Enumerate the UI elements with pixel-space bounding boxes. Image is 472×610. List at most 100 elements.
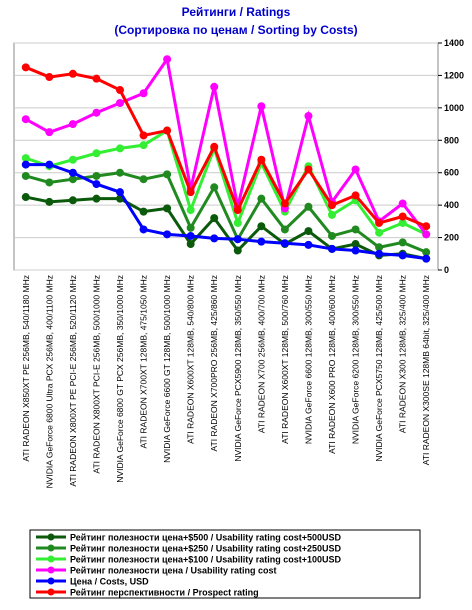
point xyxy=(68,155,77,164)
point xyxy=(68,168,77,177)
point xyxy=(304,202,313,211)
x-tick-label: ATI RADEON X300 128MB, 325/400 MHz xyxy=(398,275,408,433)
point xyxy=(233,235,242,244)
x-tick-label: NVIDIA GeForce 6600 GT 128MB, 500/1000 M… xyxy=(162,275,172,463)
x-tick-label: ATI RADEON X800XT PE PCI-E 256MB, 520/11… xyxy=(68,275,78,487)
legend-label: Рейтинг полезности цена+$250 / Usability… xyxy=(70,544,342,554)
point xyxy=(21,63,30,72)
point xyxy=(304,165,313,174)
legend-label: Рейтинг полезности цена+$500 / Usability… xyxy=(70,533,342,543)
point xyxy=(351,246,360,255)
point xyxy=(328,244,336,253)
point xyxy=(351,165,360,174)
chart-title: Рейтинги / Ratings xyxy=(182,5,291,19)
point xyxy=(375,218,384,227)
y-tick-label: 1200 xyxy=(444,70,464,80)
point xyxy=(186,188,195,197)
point xyxy=(233,206,242,215)
point xyxy=(422,248,431,257)
point xyxy=(21,193,30,202)
point xyxy=(92,194,101,203)
point xyxy=(304,111,313,120)
legend xyxy=(29,529,421,599)
point xyxy=(210,142,219,151)
legend-label: Рейтинг полезности цена+$100 / Usability… xyxy=(70,555,342,565)
legend-label: Цена / Costs, USD xyxy=(70,577,149,587)
chart-subtitle: (Сортировка по ценам / Sorting by Costs) xyxy=(114,23,357,37)
series-line xyxy=(25,128,427,236)
legend-marker xyxy=(47,577,55,585)
y-tick-label: 400 xyxy=(444,200,459,210)
point xyxy=(92,171,101,180)
point xyxy=(92,108,101,117)
point xyxy=(139,131,148,140)
y-tick-label: 200 xyxy=(444,233,459,243)
x-tick-label: NVIDIA GeForce PCX5750 128MB, 425/500 MH… xyxy=(374,275,384,462)
point xyxy=(186,231,195,240)
point xyxy=(280,225,289,234)
x-tick-label: ATI RADEON X700XT 128MB, 475/1050 MHz xyxy=(139,275,149,449)
point xyxy=(21,154,30,163)
point xyxy=(257,102,266,111)
point xyxy=(398,212,407,221)
point xyxy=(92,180,101,189)
point xyxy=(351,225,360,234)
point xyxy=(398,238,407,247)
point xyxy=(21,160,30,169)
x-tick-label: ATI RADEON X600 PRO 128MB, 400/600 MHz xyxy=(327,275,337,454)
point xyxy=(163,126,172,135)
point xyxy=(304,240,313,249)
point xyxy=(304,227,313,236)
point xyxy=(375,243,384,252)
point xyxy=(139,141,148,150)
point xyxy=(116,188,124,197)
legend-marker xyxy=(47,588,55,596)
point xyxy=(422,254,431,263)
point xyxy=(422,222,431,231)
point xyxy=(139,207,148,216)
point xyxy=(92,74,101,83)
series-line xyxy=(25,55,428,236)
x-tick-label: ATI RADEON X850XT PE 256MB, 540/1180 MHz xyxy=(21,275,31,462)
x-tick-label: NVIDIA GeForce 6800 GT PCX 256MB, 350/10… xyxy=(115,275,125,483)
point xyxy=(210,82,219,91)
x-tick-label: NVIDIA GeForce 6800 Ultra PCX 256MB, 400… xyxy=(44,275,54,488)
point xyxy=(186,240,195,249)
point xyxy=(68,175,77,184)
point xyxy=(163,170,172,179)
x-tick-label: NVIDIA GeForce PCX5900 128MB, 350/550 MH… xyxy=(233,275,243,462)
point xyxy=(257,222,266,231)
y-tick-label: 1000 xyxy=(444,103,464,113)
x-tick-label: ATI RADEON X700 256MB, 400/700 MHz xyxy=(256,275,266,433)
point xyxy=(186,223,195,232)
point xyxy=(280,239,289,248)
x-tick-label: NVIDIA GeForce 6200 128MB, 300/550 MHz xyxy=(351,275,361,444)
point xyxy=(68,69,77,78)
x-tick-label: ATI RADEON X600XT 128MB, 540/800 MHz xyxy=(186,275,196,444)
legend-label: Рейтинг полезности цена / Usability rati… xyxy=(70,566,277,576)
y-tick-label: 1400 xyxy=(444,38,464,48)
x-tick-label: ATI RADEON X300SE 128MB 64bit, 325/400 M… xyxy=(421,275,431,465)
legend-marker xyxy=(47,555,55,563)
point xyxy=(163,230,172,239)
point xyxy=(163,55,172,64)
point xyxy=(45,197,54,206)
point xyxy=(21,171,30,180)
point xyxy=(68,196,77,205)
point xyxy=(45,178,54,187)
point xyxy=(210,214,219,223)
point xyxy=(257,194,266,203)
legend-marker xyxy=(47,533,55,541)
point xyxy=(257,237,266,246)
x-tick-label: ATI RADEON X700PRO 256MB, 425/860 MHz xyxy=(209,275,219,452)
point xyxy=(186,206,195,215)
point xyxy=(375,249,384,258)
legend-marker xyxy=(47,566,55,574)
x-tick-label: ATI RADEON X600XT 128MB, 500/760 MHz xyxy=(280,275,290,444)
point xyxy=(233,246,242,255)
point xyxy=(139,225,148,234)
point xyxy=(21,115,30,124)
point xyxy=(328,231,336,240)
series-line xyxy=(25,65,427,228)
